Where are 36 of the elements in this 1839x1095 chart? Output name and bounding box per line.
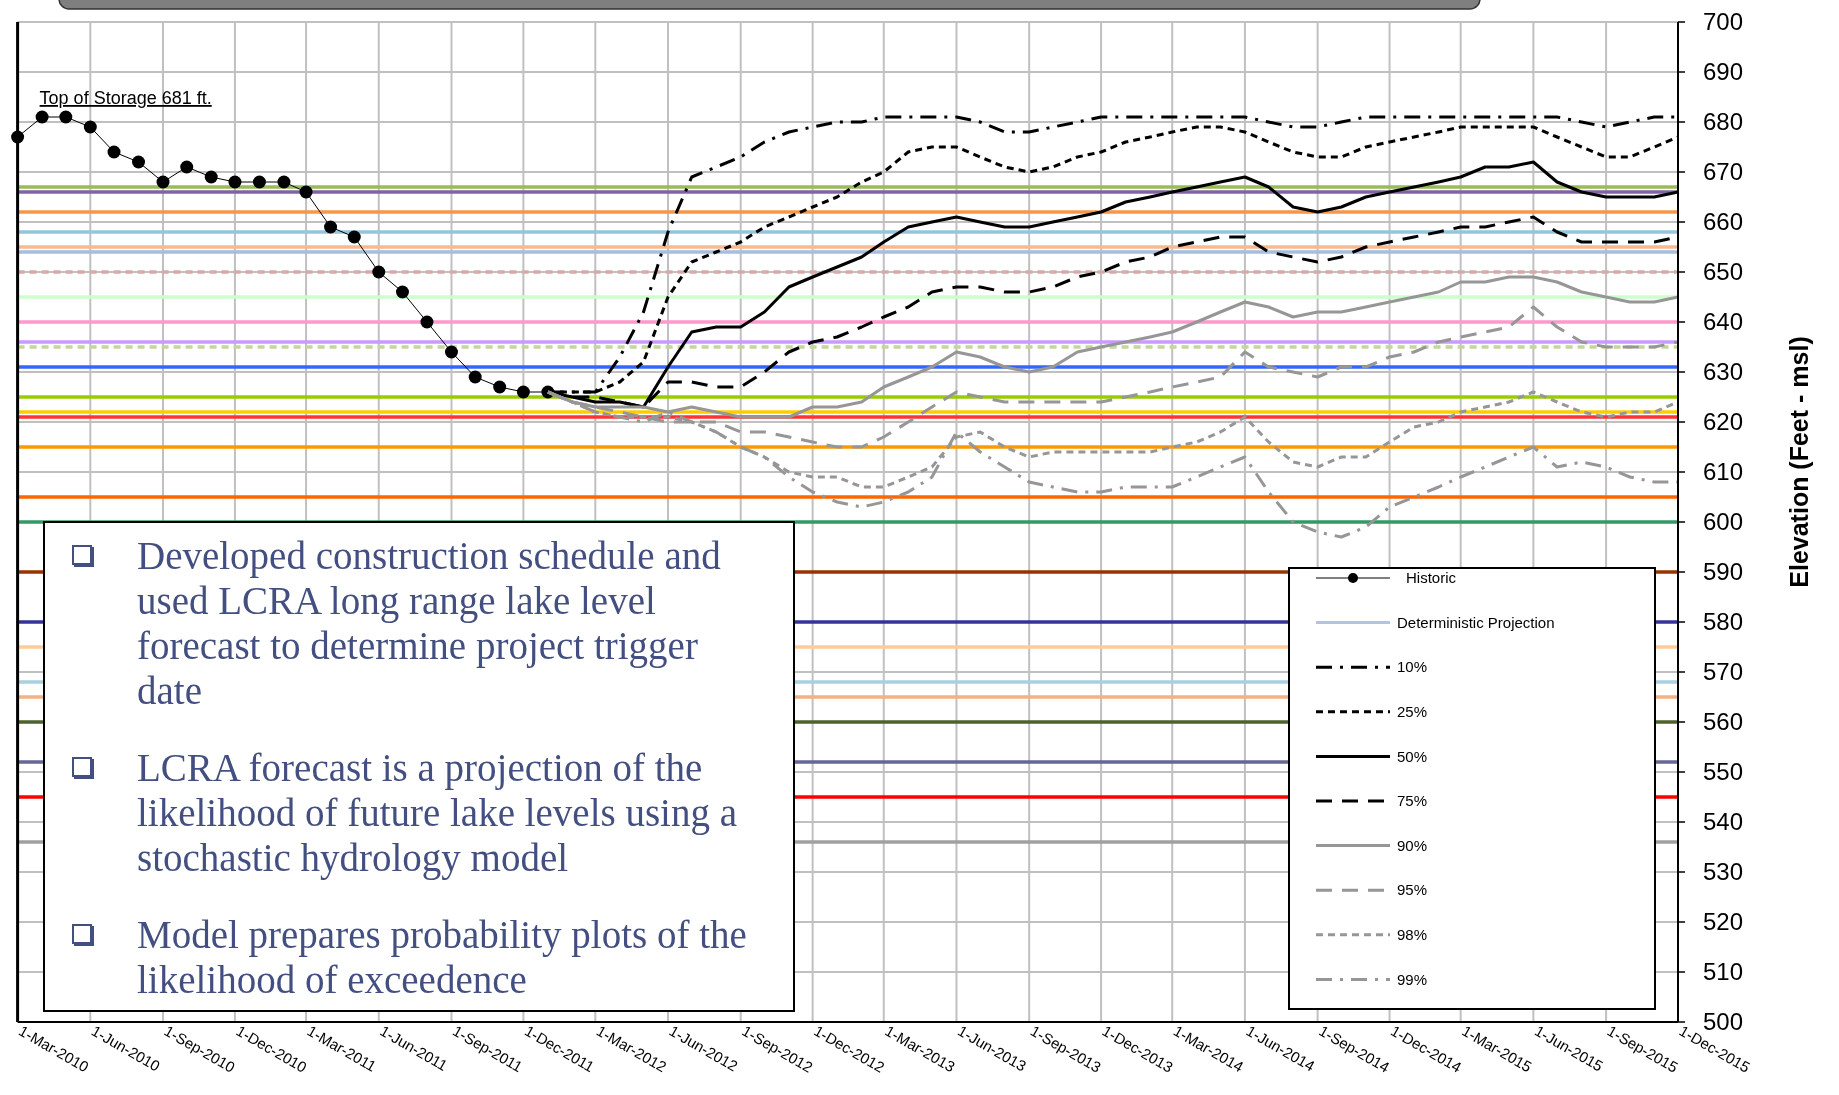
y-tick-label: 540 (1703, 808, 1744, 836)
y-tick-label: 580 (1703, 608, 1744, 636)
annotation: Top of Storage 681 ft. (39, 88, 212, 108)
y-tick-label: 630 (1703, 358, 1744, 386)
y-tick-label: 550 (1703, 758, 1744, 786)
y-tick-label: 600 (1703, 508, 1744, 536)
y-tick-label: 700 (1703, 8, 1744, 36)
legend-label: 95% (1397, 881, 1428, 899)
annotation: Developed construction schedule and used LCRA long range lake level forecast to determine project trigger date (137, 534, 721, 712)
y-tick-label: 680 (1703, 108, 1744, 136)
legend-label: 98% (1397, 926, 1428, 944)
legend-label: Deterministic Projection (1397, 613, 1555, 631)
y-tick-label: 650 (1703, 258, 1744, 286)
legend-label: 50% (1397, 747, 1428, 765)
y-tick-label: 530 (1703, 858, 1744, 886)
legend-label: 99% (1397, 970, 1428, 988)
y-tick-label: 610 (1703, 458, 1744, 486)
legend-label: 75% (1397, 792, 1428, 810)
legend-label: Historic (1406, 569, 1457, 587)
legend-label: 90% (1397, 836, 1428, 854)
y-tick-label: 570 (1703, 658, 1744, 686)
text-panel: Developed construction schedule and used LCRA long range lake level forecast to determine project trigger date LCRA forecast is a projection of the likelihood of future lake levels using a stochastic hydrology model Model prepares probability plots of the likelihood of exceedence (43, 521, 795, 1012)
y-tick-label: 510 (1703, 958, 1744, 986)
y-tick-label: 520 (1703, 908, 1744, 936)
y-tick-label: 590 (1703, 558, 1744, 586)
y-tick-label: 670 (1703, 158, 1744, 186)
y-tick-label: 660 (1703, 208, 1744, 236)
y-axis-title: Elevation (Feet - msl) (1785, 336, 1813, 588)
legend-label: 25% (1397, 703, 1428, 721)
annotation: LCRA forecast is a projection of the likelihood of future lake levels using a stochastic hydrology model (137, 746, 738, 879)
y-tick-label: 640 (1703, 308, 1744, 336)
legend-label: 10% (1397, 658, 1428, 676)
y-tick-label: 560 (1703, 708, 1744, 736)
y-tick-label: 620 (1703, 408, 1744, 436)
annotation: Model prepares probability plots of the likelihood of exceedence (137, 913, 747, 1001)
y-tick-label: 690 (1703, 58, 1744, 86)
